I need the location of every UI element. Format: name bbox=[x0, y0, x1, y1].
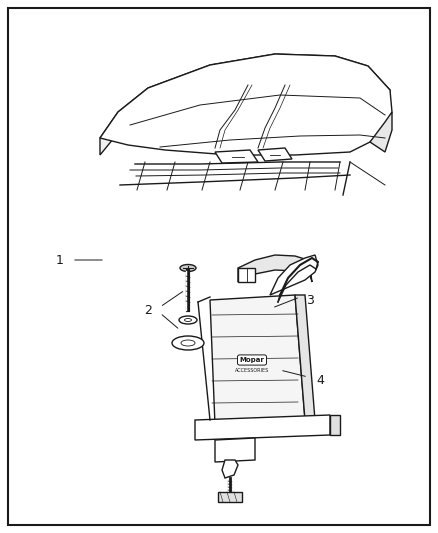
Polygon shape bbox=[295, 295, 315, 420]
Text: 2: 2 bbox=[144, 303, 152, 317]
Ellipse shape bbox=[172, 336, 204, 350]
Polygon shape bbox=[100, 54, 392, 155]
Polygon shape bbox=[270, 255, 318, 295]
Text: 3: 3 bbox=[306, 294, 314, 306]
Bar bbox=[218, 492, 242, 502]
Text: Mopar: Mopar bbox=[240, 357, 265, 363]
Ellipse shape bbox=[179, 316, 197, 324]
Polygon shape bbox=[210, 295, 305, 425]
Ellipse shape bbox=[184, 319, 191, 321]
Text: 1: 1 bbox=[56, 254, 64, 266]
Polygon shape bbox=[238, 255, 312, 282]
Polygon shape bbox=[370, 112, 392, 152]
Polygon shape bbox=[215, 150, 258, 163]
Polygon shape bbox=[100, 54, 390, 155]
Polygon shape bbox=[238, 268, 255, 282]
Polygon shape bbox=[195, 415, 330, 440]
Ellipse shape bbox=[181, 340, 195, 346]
Polygon shape bbox=[330, 415, 340, 435]
Ellipse shape bbox=[180, 264, 196, 271]
Polygon shape bbox=[222, 460, 238, 478]
Text: 4: 4 bbox=[316, 374, 324, 386]
Text: ACCESSORIES: ACCESSORIES bbox=[235, 367, 269, 373]
Polygon shape bbox=[215, 438, 255, 462]
Polygon shape bbox=[258, 148, 292, 161]
